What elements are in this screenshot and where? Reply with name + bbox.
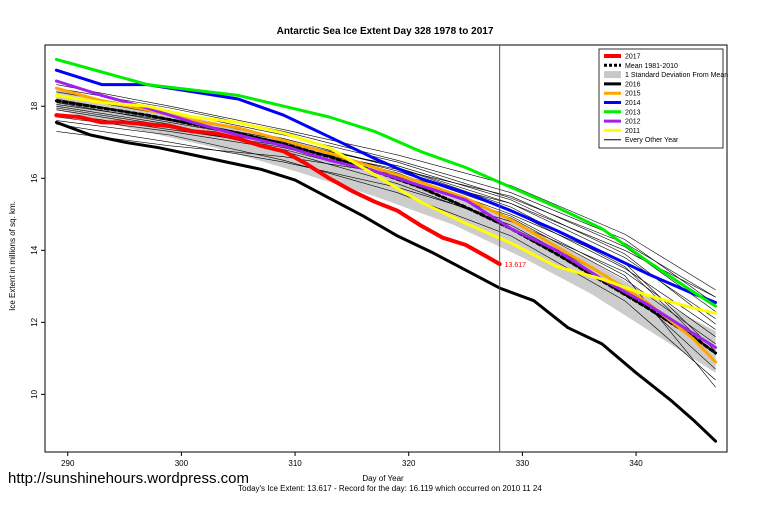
chart-subtitle: Today's Ice Extent: 13.617 - Record for … (238, 484, 542, 493)
legend-swatch (604, 71, 621, 79)
legend: 2017 Mean 1981-2010 1 Standard Deviation F… (598, 48, 728, 149)
legend-label: 2012 (625, 119, 641, 126)
legend-label: 2013 (625, 109, 641, 116)
series-line-2011 (54, 93, 718, 315)
legend-label: Every Other Year (625, 137, 679, 144)
legend-label: Mean 1981-2010 (625, 63, 678, 70)
other-year-line-12 (56, 87, 716, 305)
x-tick-label: 340 (629, 459, 643, 468)
x-tick-label: 310 (288, 459, 302, 468)
source-url: http://sunshinehours.wordpress.com (8, 470, 249, 487)
legend-label: 2011 (625, 128, 640, 135)
axes: 13.617 290 300 310 320 330 340 10 12 14 16 18 (30, 45, 643, 468)
x-tick-label: 300 (175, 459, 189, 468)
y-axis-label: Ice Extent in millions of sq. km. (8, 201, 17, 311)
y-tick-label: 14 (30, 245, 39, 254)
x-tick-label: 320 (402, 459, 416, 468)
highlighted-series-lines (54, 57, 718, 443)
y-tick-label: 12 (30, 317, 39, 326)
other-year-line-8 (56, 102, 716, 330)
legend-label: 1 Standard Deviation From Mean (625, 72, 728, 79)
y-tick-label: 16 (30, 173, 39, 182)
other-year-line-6 (56, 84, 716, 291)
legend-label: 2017 (625, 54, 641, 61)
other-year-line-7 (56, 120, 716, 381)
x-tick-label: 290 (61, 459, 75, 468)
latest-value-label: 13.617 (505, 262, 527, 269)
series-line-2012 (54, 79, 718, 349)
series-line-2013 (54, 57, 718, 308)
y-tick-label: 18 (30, 101, 39, 110)
legend-label: 2016 (625, 81, 641, 88)
x-tick-label: 330 (516, 459, 530, 468)
legend-label: 2014 (625, 100, 641, 107)
x-axis-label: Day of Year (362, 474, 404, 483)
y-tick-label: 10 (30, 389, 39, 398)
series-line-2017 (54, 113, 502, 267)
legend-label: 2015 (625, 91, 641, 98)
series-line-2016 (54, 120, 718, 443)
chart-title: Antarctic Sea Ice Extent Day 328 1978 to… (277, 26, 494, 37)
